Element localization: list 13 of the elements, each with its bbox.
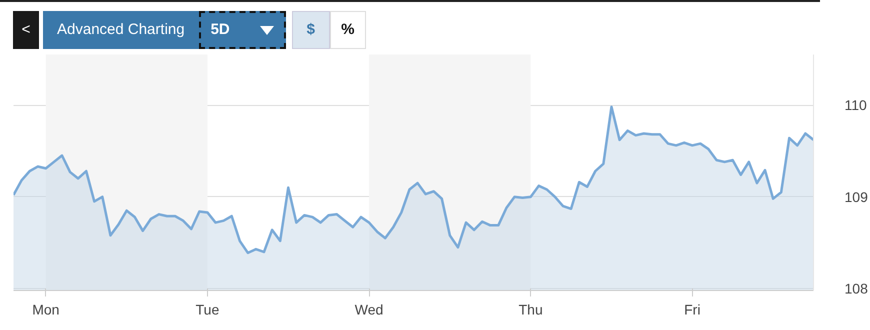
text: % [330, 11, 366, 49]
x-tick-label: Tue [196, 302, 220, 318]
y-tick-label: 109 [844, 188, 868, 205]
text: $ [292, 11, 330, 49]
x-tick-label: Mon [32, 302, 60, 318]
x-tick-label: Wed [354, 302, 384, 318]
text: Advanced Charting [43, 11, 199, 49]
x-tick-label: Fri [684, 302, 700, 318]
x-tick-label: Thu [518, 302, 543, 318]
y-tick-label: 108 [844, 280, 868, 297]
text: < [13, 11, 39, 49]
text: 5D [198, 11, 286, 49]
y-tick-label: 110 [844, 97, 868, 114]
